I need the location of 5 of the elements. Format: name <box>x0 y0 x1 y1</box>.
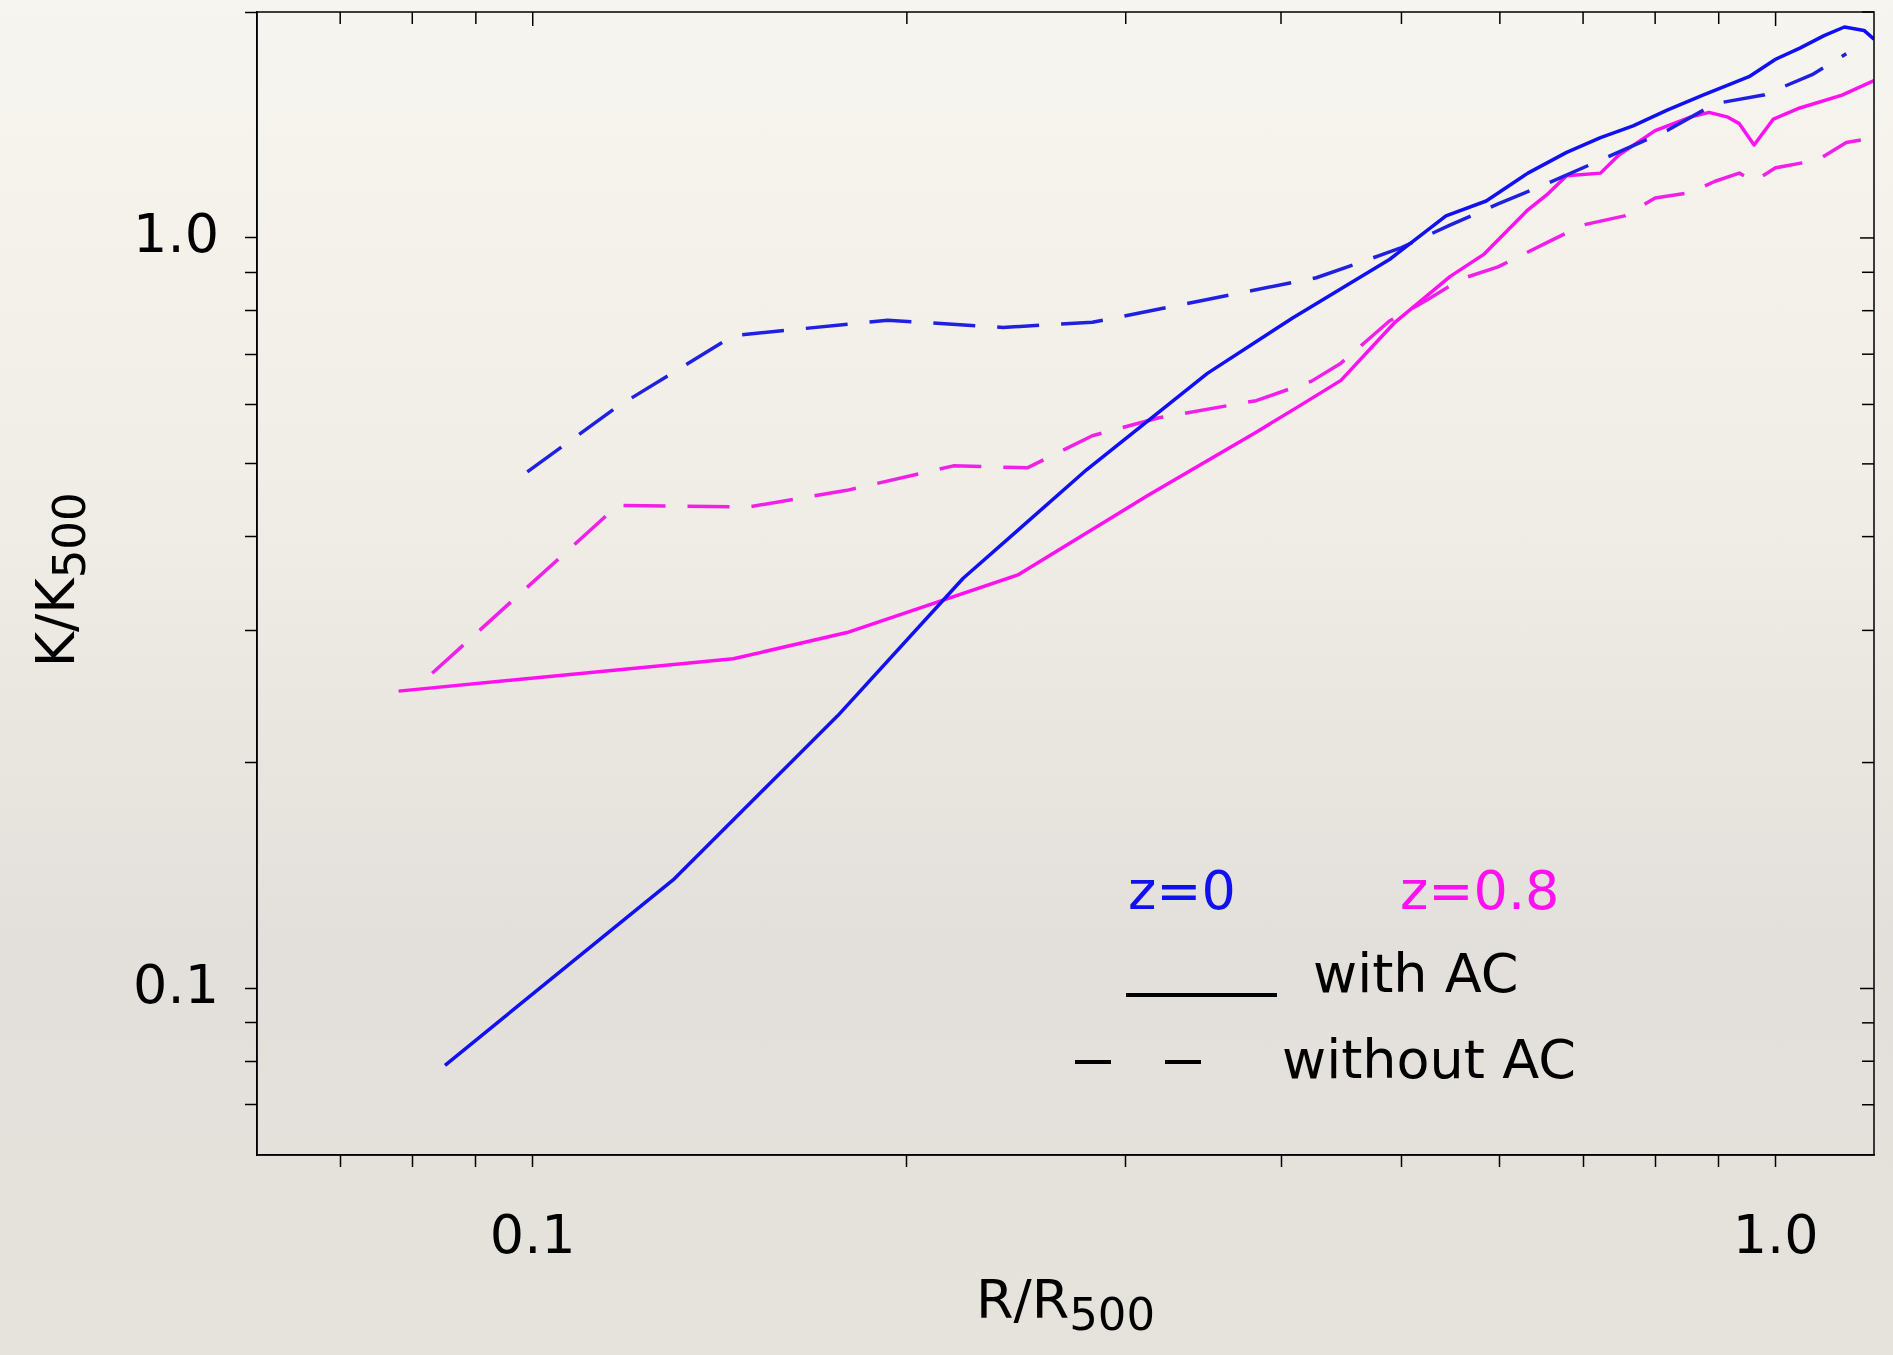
x-axis-title: R/R$_{500}$ <box>976 1268 1156 1341</box>
annotation: z=0.8 <box>1400 859 1560 922</box>
annotation: z=0 <box>1128 859 1236 922</box>
annotation: with AC <box>1313 942 1519 1005</box>
annotation: without AC <box>1282 1028 1576 1091</box>
